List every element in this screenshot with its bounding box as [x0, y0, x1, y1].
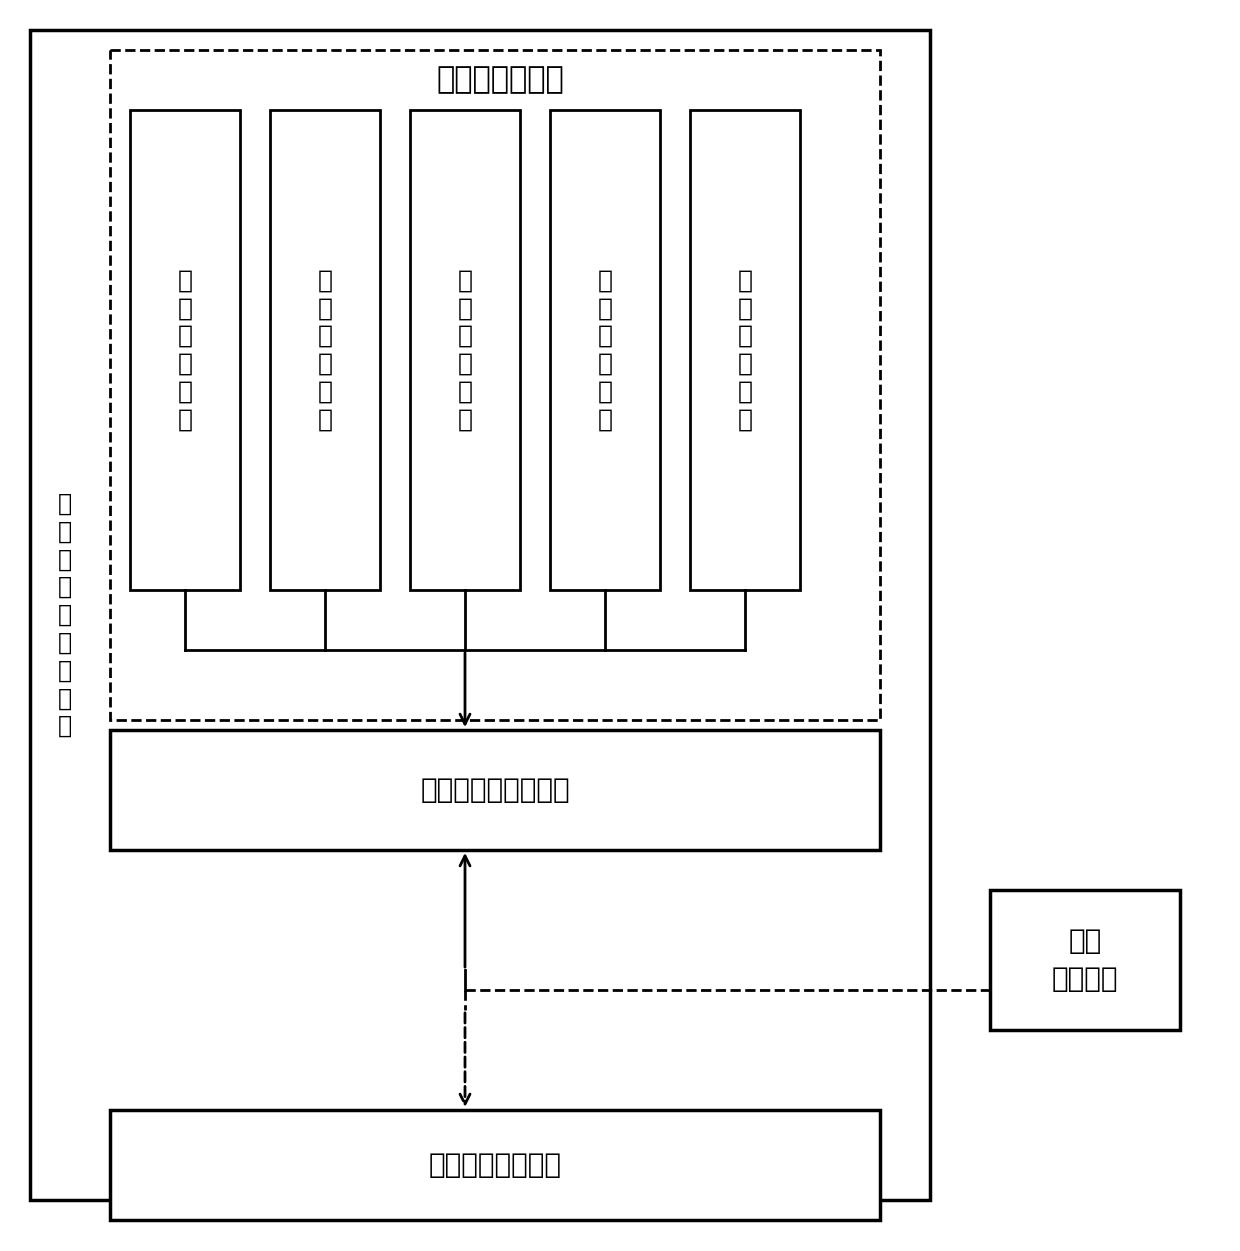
Bar: [270, 110, 379, 590]
Text: 数据接收显控系统: 数据接收显控系统: [429, 1151, 562, 1178]
Bar: [110, 1110, 880, 1220]
Text: 油
门
采
集
装
置: 油 门 采 集 装 置: [598, 269, 613, 432]
Text: 档
位
采
集
装
置: 档 位 采 集 装 置: [738, 269, 753, 432]
Text: 数据采集子系统: 数据采集子系统: [436, 65, 564, 95]
Text: 油
耗
采
集
装
置: 油 耗 采 集 装 置: [458, 269, 472, 432]
Bar: [990, 889, 1180, 1030]
Bar: [110, 50, 880, 721]
Text: 数
据
采
集
与
传
输
系
统: 数 据 采 集 与 传 输 系 统: [58, 492, 72, 738]
Bar: [110, 731, 880, 849]
Text: 转
速
采
集
装
置: 转 速 采 集 装 置: [317, 269, 332, 432]
Text: 无线数据传输子系统: 无线数据传输子系统: [420, 776, 570, 804]
Text: 扭
矩
采
集
装
置: 扭 矩 采 集 装 置: [177, 269, 192, 432]
Text: 数据
处理系统: 数据 处理系统: [1052, 927, 1118, 993]
Bar: [689, 110, 800, 590]
Bar: [410, 110, 520, 590]
Bar: [130, 110, 241, 590]
Bar: [551, 110, 660, 590]
Bar: [30, 30, 930, 1200]
